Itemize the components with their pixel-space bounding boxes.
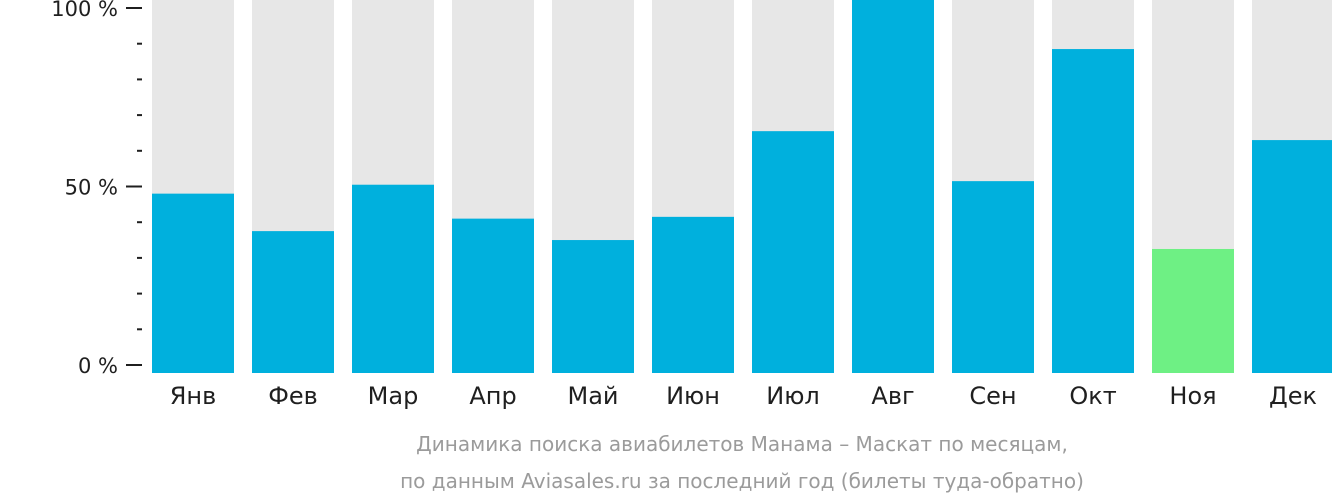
bar <box>1052 49 1134 374</box>
x-tick-label: Май <box>567 382 618 410</box>
bar <box>652 216 734 373</box>
x-tick-label: Янв <box>170 382 217 410</box>
y-axis: 100 % 50 % 0 % <box>51 0 142 378</box>
bar <box>552 240 634 373</box>
caption-line-1: Динамика поиска авиабилетов Манама – Мас… <box>416 432 1068 456</box>
bar <box>1252 140 1332 373</box>
caption-line-2: по данным Aviasales.ru за последний год … <box>400 469 1084 493</box>
x-tick-label: Фев <box>268 382 318 410</box>
data-bars <box>152 0 1332 374</box>
x-tick-label: Июл <box>766 382 820 410</box>
x-tick-label: Окт <box>1069 382 1116 410</box>
y-tick-label: 50 % <box>65 176 118 200</box>
x-tick-label: Авг <box>871 382 914 410</box>
x-tick-label: Дек <box>1269 382 1317 410</box>
y-tick-label: 0 % <box>78 354 118 378</box>
x-tick-label: Ноя <box>1169 382 1216 410</box>
y-tick-label: 100 % <box>51 0 118 21</box>
bar <box>452 218 534 373</box>
x-axis-labels: Янв Фев Мар Апр Май Июн Июл Авг Сен Окт Ноя Дек <box>170 382 1317 410</box>
bar <box>152 193 234 373</box>
bar <box>352 184 434 373</box>
bar <box>752 131 834 373</box>
bar <box>852 0 934 373</box>
x-tick-label: Мар <box>368 382 419 410</box>
x-tick-label: Июн <box>666 382 720 410</box>
bar <box>252 231 334 373</box>
bar <box>1152 248 1234 373</box>
x-tick-label: Сен <box>969 382 1016 410</box>
x-tick-label: Апр <box>469 382 516 410</box>
bar <box>952 181 1034 373</box>
